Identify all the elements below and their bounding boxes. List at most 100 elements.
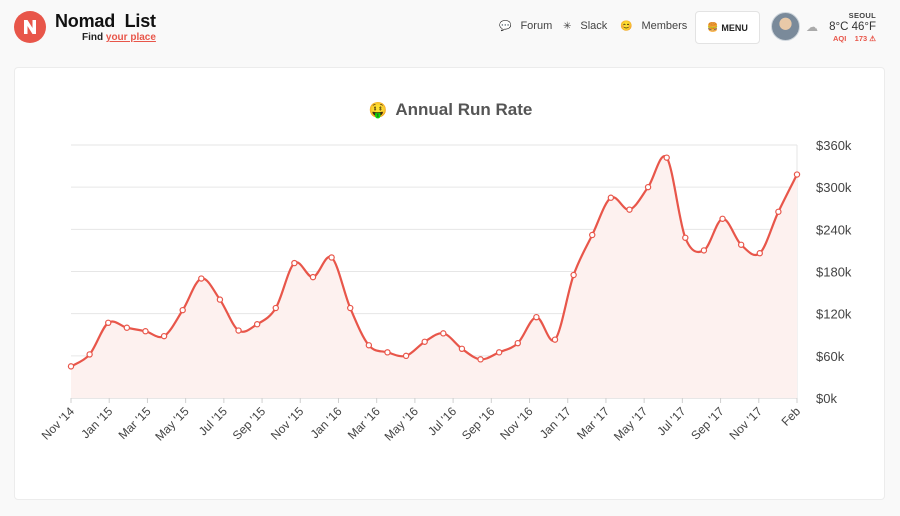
tagline-prefix: Find [82,32,106,43]
data-point [216,296,224,303]
data-point [626,206,633,213]
logo-n-icon [24,20,36,34]
data-point [328,254,335,261]
chart-card: 🤑 Annual Run Rate $0k $60k $120k $180k $240k $… [14,67,885,500]
data-point [607,194,615,201]
weather-widget: SEOUL 8°C 46°F AQI 173 ⚠ [829,11,876,43]
x-tick-label: Sep '15 [230,404,269,443]
x-tick-label: May '16 [382,404,422,444]
run-rate-chart: $0k $60k $120k $180k $240k $300k $360k Nov '14… [39,138,852,444]
data-point [142,328,149,335]
y-tick-label: $240k [816,222,852,237]
x-tick-label: Jan '17 [537,404,574,441]
data-point [682,234,689,241]
data-point [67,363,75,370]
x-tick-label: Mar '17 [574,404,612,442]
data-point [663,154,670,161]
data-point [719,215,726,222]
data-point [793,171,801,178]
data-point [458,345,466,353]
cloud-icon: ☁ [806,20,818,34]
x-tick-label: Jan '15 [78,404,115,441]
y-tick-label: $0k [816,391,837,406]
x-tick-label: Jan '16 [308,404,345,441]
brand-name: Nomad List [55,11,156,31]
slack-icon: ✳ [563,20,572,32]
data-point [291,259,298,267]
y-tick-label: $120k [816,307,852,322]
data-point [365,342,373,349]
x-tick-label: Sep '17 [688,404,727,443]
tagline-highlight: your place [105,32,156,43]
x-tick-label: Nov '16 [497,404,536,443]
money-face-emoji-icon: 🤑 [368,102,388,119]
data-point [514,339,521,347]
data-point [477,356,484,363]
x-tick-label: Nov '15 [268,404,307,443]
x-tick-label: Jul '17 [654,404,688,438]
chart-title: 🤑 Annual Run Rate [15,100,886,120]
aqi-readout: AQI 173 ⚠ [829,34,876,43]
data-point [123,324,131,331]
x-tick-label: Nov '14 [39,404,78,443]
data-points [67,154,801,370]
data-point [86,351,93,358]
site-header: Nomad List Find your place 💬 Forum ✳ Sla… [0,0,900,58]
nav-forum[interactable]: 💬 Forum [499,20,552,32]
x-tick-label: Feb [779,404,804,429]
menu-label: MENU [721,22,748,33]
data-point [384,349,391,356]
data-point [309,273,317,281]
data-point [737,241,745,248]
x-tick-label: Jul '16 [425,404,459,438]
x-tick-label: Jul '15 [196,404,230,438]
data-point [440,330,447,337]
data-point [589,231,596,239]
nav-slack-label: Slack [580,20,608,32]
x-tick-label: Mar '15 [116,404,154,442]
data-point [105,319,112,327]
data-point [421,338,428,345]
data-point [533,313,540,321]
data-point [272,304,279,312]
data-point [160,332,168,340]
y-tick-label: $300k [816,180,852,195]
x-tick-label: May '15 [152,404,192,444]
nav-forum-label: Forum [520,20,553,32]
weather-city: SEOUL [848,11,876,20]
series-line [70,155,798,368]
brand-tagline: Find your place [82,32,156,43]
brand[interactable]: Nomad List Find your place [55,12,156,43]
data-point [756,250,763,257]
y-axis-ticks: $0k $60k $120k $180k $240k $300k $360k [816,138,852,406]
data-point [253,321,261,328]
data-point [495,349,503,356]
data-point [235,327,242,334]
data-point [570,271,577,279]
weather-temp: 8°C 46°F [829,21,876,33]
data-point [775,208,782,215]
speech-bubble-icon: 💬 [499,20,512,32]
x-tick-label: May '17 [611,404,651,444]
hamburger-emoji-icon: 🍔 [707,22,719,32]
data-point [402,352,410,360]
x-tick-label: Sep '16 [459,404,498,443]
menu-button[interactable]: 🍔 MENU [695,11,760,44]
y-tick-label: $60k [816,349,845,364]
aqi-value: 173 [854,34,868,43]
data-point [644,183,652,191]
data-point [551,336,559,343]
nav-members[interactable]: 😊 Members [620,20,687,32]
chart-title-text: Annual Run Rate [395,100,533,119]
nomad-list-logo[interactable] [14,11,46,43]
area-fill [71,156,797,398]
data-point [347,304,354,312]
user-avatar[interactable] [771,12,800,41]
data-point [700,247,708,254]
y-tick-label: $180k [816,265,852,280]
x-tick-label: Nov '17 [727,404,766,443]
x-tick-label: Mar '16 [345,404,383,442]
smiley-icon: 😊 [620,20,633,32]
y-tick-label: $360k [816,138,852,153]
nav-slack[interactable]: ✳ Slack [563,20,607,32]
